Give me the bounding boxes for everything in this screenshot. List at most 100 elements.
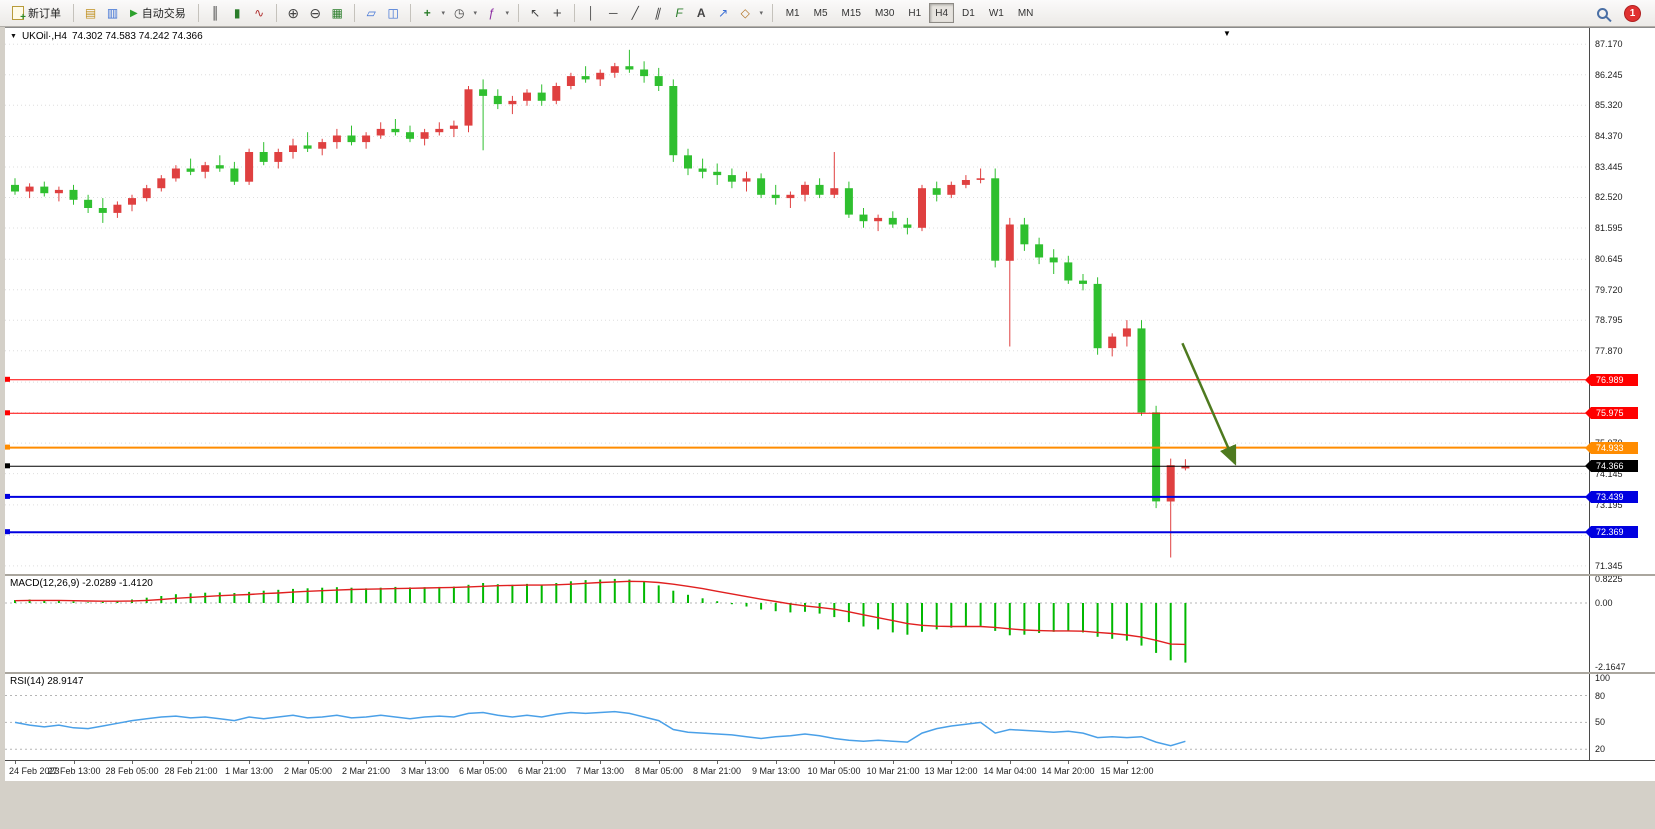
time-axis-label: 10 Mar 21:00 <box>866 766 920 776</box>
time-axis-label: 9 Mar 13:00 <box>751 766 801 776</box>
notification-badge[interactable]: 1 <box>1624 4 1641 22</box>
time-axis-tick <box>308 761 309 764</box>
shapes-tool-icon[interactable]: ◇ <box>740 6 750 20</box>
price-axis-label: 83.445 <box>1595 162 1623 172</box>
timeframe-button-w1[interactable]: W1 <box>983 3 1010 23</box>
timeframe-button-d1[interactable]: D1 <box>956 3 981 23</box>
horizontal-line-tool-icon[interactable]: ─ <box>608 6 618 20</box>
chart-shift-marker-icon[interactable]: ▼ <box>1223 29 1231 38</box>
candlestick-chart-icon[interactable]: ▮ <box>233 6 241 20</box>
price-axis-label: 78.795 <box>1595 315 1623 325</box>
toolbar-separator <box>275 4 277 22</box>
charts-icon[interactable]: ▤ <box>84 6 97 20</box>
time-axis-label: 7 Mar 13:00 <box>575 766 625 776</box>
new-chart-icon[interactable]: + <box>423 6 431 20</box>
ohlc-quote: 74.302 74.583 74.242 74.366 <box>71 31 203 42</box>
rsi-axis-label: 50 <box>1595 717 1606 727</box>
price-lines[interactable] <box>5 376 1588 535</box>
autotrading-label: 自动交易 <box>141 8 186 20</box>
rsi-line <box>14 710 1186 747</box>
price-axis[interactable]: 87.170 86.245 85.320 84.370 83.445 82.520 81.5… <box>1585 28 1655 574</box>
time-axis-tick <box>893 761 894 764</box>
timeframe-button-m5[interactable]: M5 <box>808 3 834 23</box>
panel-divider[interactable] <box>5 672 1655 674</box>
main-chart-plot[interactable] <box>5 28 1588 574</box>
rsi-plot[interactable] <box>5 674 1588 760</box>
time-axis[interactable]: 24 Feb 2023 27 Feb 13:00 28 Feb 05:00 28 Fe… <box>5 760 1655 781</box>
trend-arrow[interactable] <box>1181 342 1237 466</box>
rsi-axis-label: 80 <box>1595 691 1606 701</box>
cursor-icon[interactable]: ↖ <box>530 6 541 20</box>
timeframe-button-m1[interactable]: M1 <box>780 3 806 23</box>
rsi-axis-label: 100 <box>1595 674 1611 683</box>
macd-histogram <box>14 578 1187 663</box>
timeframe-button-h4[interactable]: H4 <box>929 3 955 23</box>
autotrading-play-icon: ▶ <box>130 7 138 19</box>
arrow-tool-icon[interactable]: ↗ <box>718 6 729 20</box>
fibonacci-tool-icon[interactable]: F <box>675 6 683 20</box>
macd-signal-line <box>14 580 1186 646</box>
macd-axis[interactable]: 0.8225 0.00 -2.1647 <box>1589 576 1655 672</box>
cascade-windows-icon[interactable]: ▱ <box>366 6 376 20</box>
timeframe-button-mn[interactable]: MN <box>1012 3 1040 23</box>
rsi-label: RSI(14) 28.9147 <box>10 676 84 687</box>
period-icon[interactable]: ◷ <box>453 6 465 20</box>
trendline-tool-icon[interactable]: ╱ <box>631 6 639 20</box>
toolbar-separator <box>573 4 575 22</box>
price-axis-label: 74.145 <box>1595 469 1623 479</box>
time-axis-tick <box>600 761 601 764</box>
time-axis-tick <box>542 761 543 764</box>
price-axis-label: 85.320 <box>1595 100 1623 110</box>
timeframe-button-m30[interactable]: M30 <box>869 3 900 23</box>
indicators-icon[interactable]: ƒ <box>487 6 495 20</box>
time-axis-tick <box>717 761 718 764</box>
vertical-line-tool-icon[interactable]: │ <box>587 6 595 20</box>
tile-windows-icon[interactable]: ▦ <box>331 6 343 20</box>
time-axis-tick <box>483 761 484 764</box>
symbol-dropdown-icon[interactable]: ▼ <box>10 33 17 40</box>
crosshair-icon[interactable]: + <box>552 4 562 22</box>
time-axis-label: 2 Mar 21:00 <box>341 766 391 776</box>
price-axis-label: 84.370 <box>1595 131 1623 141</box>
channel-tool-icon[interactable]: ∥ <box>654 6 661 20</box>
price-axis-label: 80.645 <box>1595 254 1623 264</box>
profiles-icon[interactable]: ▥ <box>106 6 119 20</box>
price-axis-label: 79.720 <box>1595 285 1623 295</box>
new-chart-caret-icon[interactable]: ▾ <box>441 10 445 17</box>
macd-panel: MACD(12,26,9) -2.0289 -1.4120 0.8225 0.00… <box>5 576 1655 672</box>
time-axis-label: 6 Mar 21:00 <box>517 766 567 776</box>
main-chart-panel: ▼ UKOil·,H4 74.302 74.583 74.242 74.366 … <box>5 28 1655 574</box>
rsi-panel: RSI(14) 28.9147 100 80 50 20 <box>5 674 1655 760</box>
shapes-caret-icon[interactable]: ▾ <box>759 10 763 17</box>
macd-label: MACD(12,26,9) -2.0289 -1.4120 <box>10 578 153 589</box>
panel-divider[interactable] <box>5 574 1655 576</box>
time-axis-label: 3 Mar 13:00 <box>400 766 450 776</box>
indicators-caret-icon[interactable]: ▾ <box>505 10 509 17</box>
toolbar-separator <box>353 4 355 22</box>
search-icon[interactable] <box>1592 3 1613 24</box>
toolbar-separator <box>409 4 411 22</box>
zoom-in-icon[interactable]: ⊕ <box>287 4 300 21</box>
price-line-badge: 74.933 <box>1585 442 1638 454</box>
zoom-out-icon[interactable]: ⊖ <box>309 4 322 21</box>
timeframe-button-m15[interactable]: M15 <box>836 3 867 23</box>
arrange-windows-icon[interactable]: ◫ <box>387 6 399 20</box>
line-chart-icon[interactable]: ∿ <box>254 6 265 20</box>
new-order-icon <box>12 6 26 23</box>
rsi-axis[interactable]: 100 80 50 20 <box>1589 674 1655 760</box>
bar-chart-icon[interactable]: ║ <box>210 6 220 20</box>
new-order-label: 新订单 <box>28 8 61 20</box>
text-tool-icon[interactable]: A <box>696 6 706 20</box>
macd-plot[interactable] <box>5 576 1588 672</box>
time-axis-label: 14 Mar 20:00 <box>1041 766 1095 776</box>
new-order-button[interactable]: 新订单 <box>6 2 67 24</box>
period-caret-icon[interactable]: ▾ <box>473 10 477 17</box>
toolbar: 新订单 ▤ ▥ ▶ 自动交易 ║ ▮ ∿ ⊕ ⊖ ▦ ▱ ◫ + ▾ ◷ ▾ ƒ… <box>0 0 1655 27</box>
time-axis-label: 13 Mar 12:00 <box>924 766 978 776</box>
timeframe-button-h1[interactable]: H1 <box>902 3 927 23</box>
autotrading-button[interactable]: ▶ 自动交易 <box>124 2 192 24</box>
price-axis-label: 87.170 <box>1595 39 1623 49</box>
time-axis-tick <box>834 761 835 764</box>
time-axis-tick <box>74 761 75 764</box>
time-axis-tick <box>425 761 426 764</box>
